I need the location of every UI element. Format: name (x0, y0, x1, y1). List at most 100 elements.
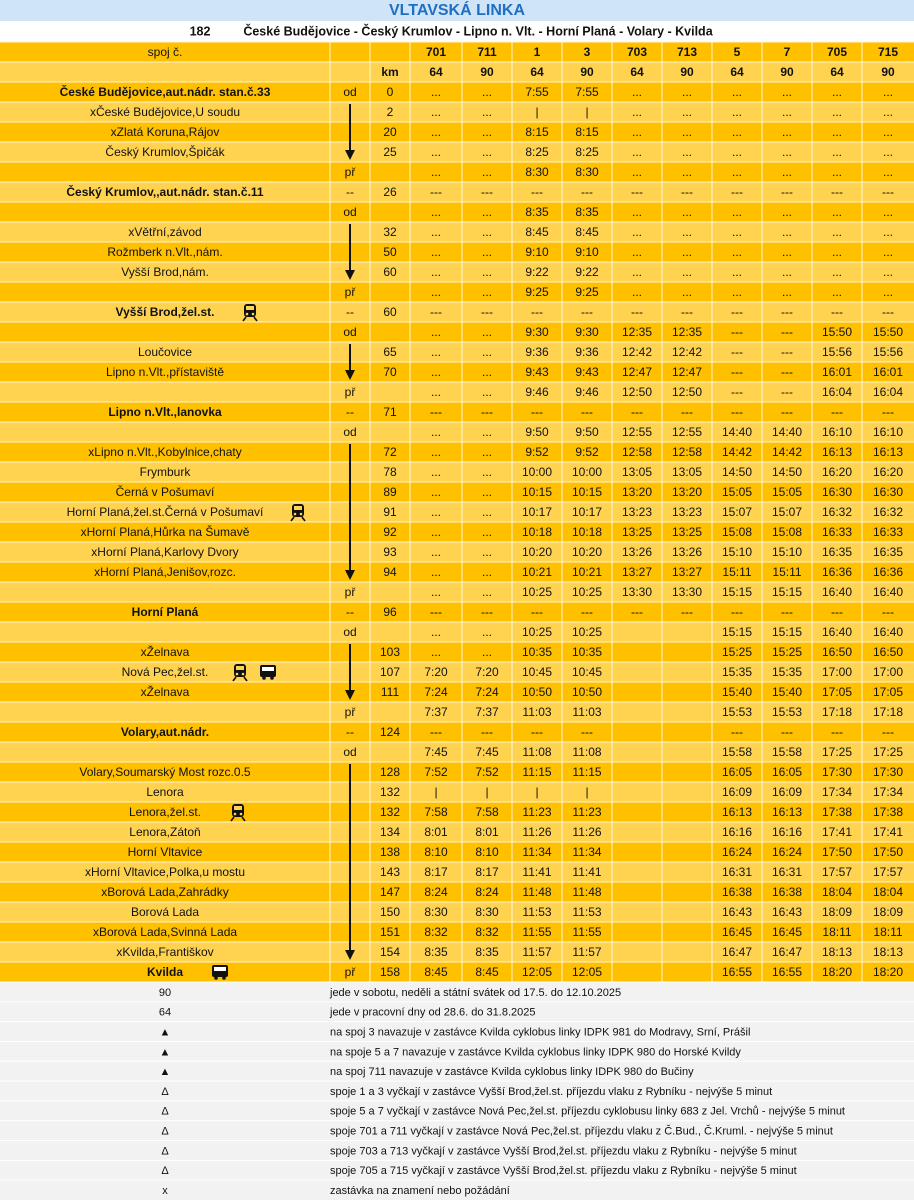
time: 10:00 (522, 465, 552, 479)
time: 16:43 (772, 905, 802, 919)
km: 138 (380, 845, 400, 859)
time: ... (431, 325, 441, 339)
line-number: 182 (190, 24, 211, 38)
time: 18:20 (822, 965, 852, 979)
time: 11:34 (522, 845, 551, 859)
time: --- (831, 305, 843, 319)
time: 13:23 (672, 505, 702, 519)
time: | (485, 785, 488, 799)
time: 11:57 (572, 945, 601, 959)
time: --- (781, 725, 793, 739)
stop-name: xČeské Budějovice,U soudu (90, 104, 240, 119)
time: 16:20 (873, 465, 903, 479)
bus-wheel (270, 676, 274, 680)
time: ... (482, 225, 492, 239)
arr-dep: př (345, 585, 357, 599)
time: 7:37 (475, 705, 499, 719)
time: 90 (580, 65, 594, 79)
arr-dep: př (345, 965, 357, 979)
train-light (241, 672, 245, 676)
arr-dep: -- (346, 605, 354, 619)
time: 16:16 (722, 825, 752, 839)
time: --- (531, 605, 543, 619)
time: 16:13 (772, 805, 802, 819)
time: 16:13 (722, 805, 752, 819)
arr-dep: od (343, 325, 356, 339)
stop-name: xKvilda,Františkov (116, 945, 213, 959)
time: 15:56 (873, 345, 903, 359)
time: 701 (426, 45, 446, 59)
time: 12:42 (672, 345, 702, 359)
km: 0 (387, 85, 394, 99)
time: 7:20 (475, 665, 499, 679)
time: ... (482, 285, 492, 299)
time: 17:41 (822, 825, 852, 839)
time: 7:24 (475, 685, 499, 699)
bus-wheel (222, 976, 226, 980)
train-light (245, 312, 249, 316)
time: --- (581, 185, 593, 199)
time: 12:42 (622, 345, 652, 359)
row-background (0, 602, 914, 622)
time: --- (731, 185, 743, 199)
arrow-head (345, 370, 355, 380)
time: ... (482, 385, 492, 399)
row-background (0, 502, 914, 522)
time: 10:25 (522, 585, 552, 599)
time: 9:50 (575, 425, 599, 439)
time: 13:30 (622, 585, 652, 599)
stop-name: Lenora,žel.st. (129, 805, 201, 819)
time: --- (781, 345, 793, 359)
row-background (0, 762, 914, 782)
time: 16:55 (722, 965, 752, 979)
time: ... (682, 285, 692, 299)
km: 25 (383, 145, 397, 159)
time: 7:55 (525, 85, 549, 99)
arr-dep: od (343, 745, 356, 759)
arr-dep: př (345, 385, 357, 399)
arr-dep: od (343, 85, 356, 99)
stop-name: xLipno n.Vlt.,Kobylnice,chaty (88, 445, 241, 459)
time: 16:35 (873, 545, 903, 559)
time: 17:30 (822, 765, 852, 779)
time: 15:15 (722, 585, 752, 599)
time: 9:10 (575, 245, 599, 259)
time: 16:47 (772, 945, 802, 959)
time: 16:20 (822, 465, 852, 479)
time: 16:33 (873, 525, 903, 539)
km: 32 (383, 225, 397, 239)
time: ... (782, 245, 792, 259)
time: 15:11 (772, 565, 801, 579)
time: ... (782, 285, 792, 299)
time: ... (682, 105, 692, 119)
time: 16:30 (822, 485, 852, 499)
time: 11:23 (572, 805, 601, 819)
time: 16:09 (772, 785, 802, 799)
time: | (535, 105, 538, 119)
time: 15:58 (722, 745, 752, 759)
note-text: spoje 703 a 713 vyčkají v zastávce Vyšší… (330, 1145, 797, 1157)
arr-dep: od (343, 425, 356, 439)
time: 8:10 (424, 845, 448, 859)
time: 17:25 (822, 745, 852, 759)
time: 11:34 (572, 845, 601, 859)
time: 8:32 (475, 925, 499, 939)
time: ... (883, 105, 893, 119)
arr-dep: př (345, 285, 357, 299)
stop-name: Volary,Soumarský Most rozc.0.5 (79, 765, 250, 779)
time: 16:45 (722, 925, 752, 939)
stop-name: xŽelnava (141, 644, 190, 659)
row-background (0, 902, 914, 922)
note-symbol: Δ (161, 1086, 169, 1098)
time: ... (782, 105, 792, 119)
km: 92 (383, 525, 397, 539)
stop-name: České Budějovice,aut.nádr. stan.č.33 (60, 84, 271, 99)
row-background (0, 522, 914, 542)
time: 16:32 (873, 505, 903, 519)
time: 18:04 (822, 885, 852, 899)
time: 12:50 (672, 385, 702, 399)
km: 132 (380, 785, 400, 799)
time: --- (481, 305, 493, 319)
time: 8:25 (575, 145, 599, 159)
stop-name: Lipno n.Vlt.,přístaviště (106, 365, 224, 379)
